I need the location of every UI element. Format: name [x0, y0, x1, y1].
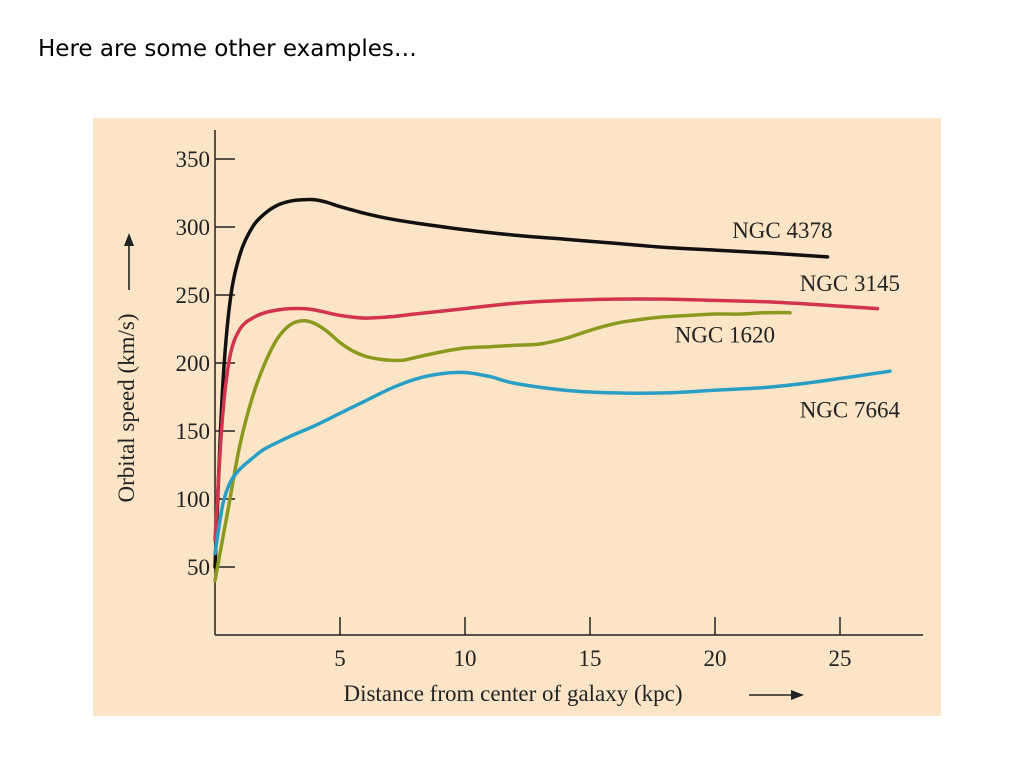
axis-arrows [124, 233, 804, 700]
y-tick-label: 300 [176, 215, 211, 240]
y-tick-label: 50 [187, 555, 210, 580]
x-tick-label: 15 [579, 646, 602, 671]
y-label-arrow-head [124, 233, 134, 246]
series-label: NGC 4378 [732, 218, 832, 243]
x-tick-label: 25 [829, 646, 852, 671]
rotation-curve-chart: 5 10 15 20 25 50 100 150 200 250 300 350 NGC 4378 NG… [93, 118, 941, 716]
series-label: NGC 3145 [800, 271, 900, 296]
series-group [213, 197, 892, 583]
y-tick-label: 150 [176, 419, 211, 444]
series-label: NGC 7664 [800, 397, 901, 422]
slide-title: Here are some other examples… [38, 36, 417, 62]
chart-panel [93, 118, 941, 716]
y-tick-label: 350 [176, 147, 211, 172]
ticks: 5 10 15 20 25 50 100 150 200 250 300 350 [176, 147, 852, 671]
y-tick-label: 100 [176, 487, 211, 512]
y-tick-label: 200 [176, 351, 211, 376]
x-tick-label: 20 [704, 646, 727, 671]
series-label: NGC 1620 [675, 323, 775, 348]
x-axis-label: Distance from center of galaxy (kpc) [343, 681, 682, 706]
x-tick-label: 5 [334, 646, 346, 671]
series-line-ngc-1620 [213, 310, 792, 583]
y-axis-label: Orbital speed (km/s) [114, 313, 139, 502]
series-line-ngc-3145 [213, 297, 880, 542]
x-label-arrow-head [791, 690, 804, 700]
series-labels: NGC 4378 NGC 3145 NGC 1620 NGC 7664 [675, 218, 901, 423]
series-line-ngc-4378 [213, 197, 830, 569]
series-line-ngc-7664 [213, 369, 892, 556]
y-tick-label: 250 [176, 283, 211, 308]
x-tick-label: 10 [454, 646, 477, 671]
